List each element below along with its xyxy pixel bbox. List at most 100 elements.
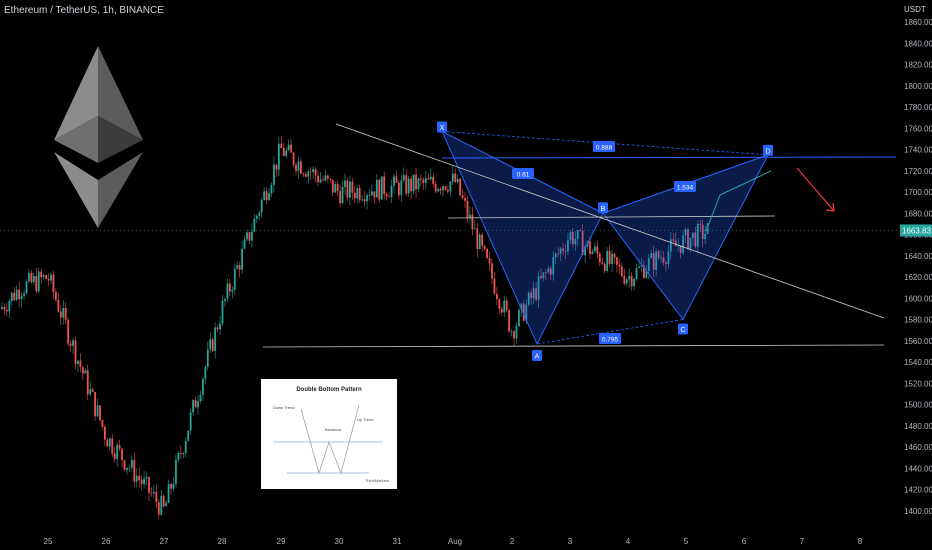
- candle-body: [322, 179, 324, 181]
- candle-body: [62, 307, 65, 318]
- candle-body: [542, 272, 545, 279]
- candle-body: [442, 186, 444, 191]
- candle-body: [650, 253, 653, 259]
- candle-body: [620, 266, 623, 276]
- candle-body: [277, 143, 280, 170]
- candle-body: [74, 340, 77, 365]
- candle-body: [219, 323, 221, 330]
- time-tick-label: 25: [44, 537, 53, 546]
- candle-body: [202, 378, 204, 395]
- candle-body: [228, 283, 231, 292]
- candle-body: [123, 460, 126, 470]
- currency-label: USDT: [904, 5, 926, 14]
- candle-body: [486, 248, 488, 259]
- harmonic-xab: [440, 130, 604, 346]
- candle-body: [94, 391, 96, 417]
- candle-body: [133, 460, 136, 482]
- candle-body: [47, 278, 50, 281]
- price-tick-label: 1680.00: [904, 209, 932, 218]
- candle-body: [18, 289, 21, 300]
- candle-body: [40, 271, 43, 278]
- price-axis[interactable]: USDT 1860.00 1840.00 1820.00 1800.00 1780.00 1…: [0, 5, 932, 516]
- candle-body: [684, 229, 687, 236]
- candle-body: [187, 430, 190, 441]
- candle-body: [42, 275, 45, 278]
- candle-body: [189, 412, 192, 431]
- candle-body: [344, 180, 346, 187]
- candle-body: [182, 453, 185, 455]
- candle-body: [8, 301, 11, 312]
- bearish-arrow-head: [825, 202, 835, 212]
- candle-body: [456, 178, 459, 182]
- candle-body: [69, 343, 72, 346]
- candle-body: [567, 240, 569, 252]
- candle-body: [329, 178, 332, 180]
- candle-body: [469, 214, 471, 218]
- candle-body: [667, 251, 670, 264]
- candle-body: [351, 181, 354, 193]
- candle-body: [32, 275, 35, 283]
- candle-body: [449, 181, 452, 192]
- candle-body: [525, 304, 528, 321]
- candle-body: [295, 164, 297, 171]
- candle-body: [496, 293, 498, 300]
- candle-body: [576, 230, 579, 240]
- candle-body: [6, 310, 8, 312]
- candle-body: [162, 495, 165, 507]
- candle-body: [209, 339, 212, 350]
- candle-body: [111, 438, 114, 454]
- candle-body: [339, 191, 341, 204]
- time-tick-label: 8: [858, 537, 863, 546]
- candle-body: [172, 483, 175, 489]
- candle-body: [214, 327, 217, 351]
- candle-body: [628, 275, 631, 280]
- candle-body: [591, 251, 594, 255]
- candle-body: [603, 263, 606, 271]
- price-tick-label: 1620.00: [904, 273, 932, 282]
- price-tick-label: 1480.00: [904, 422, 932, 431]
- candle-body: [135, 475, 138, 482]
- candle-body: [307, 171, 310, 177]
- candle-body: [184, 440, 187, 454]
- candle-body: [64, 307, 67, 320]
- candle-body: [233, 268, 236, 290]
- point-label-b: B: [601, 206, 606, 213]
- candle-body: [285, 150, 288, 156]
- candle-body: [148, 476, 150, 493]
- harmonic-ratio-line: [441, 131, 769, 156]
- candle-body: [130, 460, 133, 468]
- candle-body: [459, 178, 462, 196]
- candle-body: [461, 195, 464, 199]
- current-price-label: 1663.83: [902, 226, 931, 235]
- candle-body: [562, 248, 564, 251]
- candle-body: [324, 175, 327, 181]
- double-bottom-inset: Double Bottom Pattern Down Trend Breakou…: [261, 379, 397, 489]
- candle-body: [177, 452, 180, 460]
- time-axis[interactable]: 25 26 27 28 29 30 31 Aug 2 3 4 5 6 7 8: [44, 537, 863, 546]
- price-tick-label: 1720.00: [904, 167, 932, 176]
- candle-body: [346, 180, 349, 198]
- candle-body: [89, 389, 92, 395]
- candle-body: [138, 475, 141, 480]
- candle-body: [263, 191, 266, 201]
- price-tick-label: 1600.00: [904, 294, 932, 303]
- candle-body: [623, 275, 626, 284]
- candle-body: [292, 152, 295, 165]
- candle-body: [643, 265, 645, 278]
- candle-body: [589, 241, 591, 255]
- candle-body: [282, 148, 285, 156]
- candle-body: [226, 283, 229, 299]
- candle-body: [251, 231, 253, 241]
- candle-body: [669, 239, 672, 252]
- candle-body: [657, 251, 660, 259]
- price-tick-label: 1740.00: [904, 146, 932, 155]
- candle-body: [67, 319, 70, 344]
- time-tick-label: 27: [160, 537, 169, 546]
- candle-body: [559, 248, 562, 254]
- candle-body: [444, 186, 447, 190]
- candle-body: [79, 360, 82, 368]
- candle-body: [275, 164, 278, 170]
- candle-body: [611, 253, 613, 265]
- candle-body: [471, 214, 474, 230]
